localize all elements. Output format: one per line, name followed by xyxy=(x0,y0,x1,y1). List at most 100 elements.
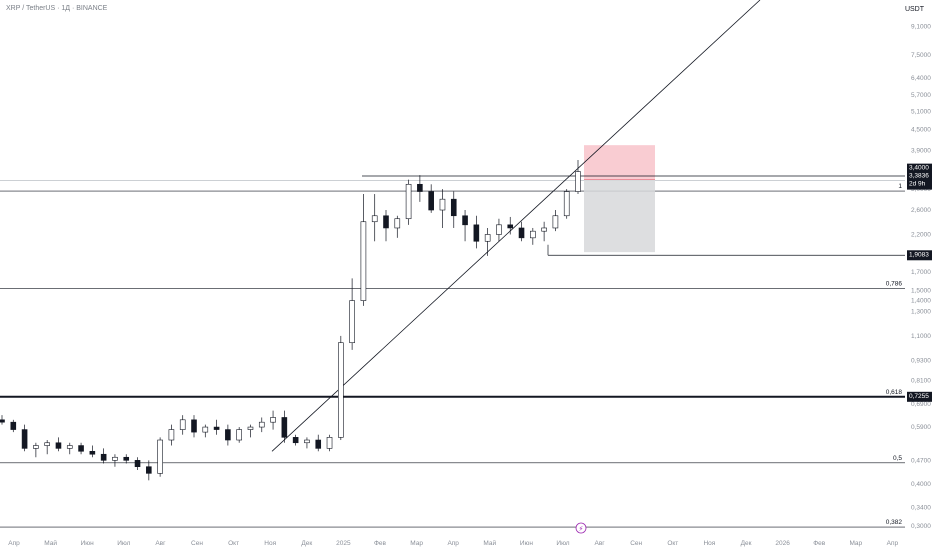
x-tick-label: Сен xyxy=(630,540,642,547)
candle-body xyxy=(462,215,468,226)
candle-body xyxy=(338,342,344,438)
candle-body xyxy=(473,224,480,242)
y-tick-label: 0,3000 xyxy=(911,523,931,530)
candle-body xyxy=(371,215,378,223)
candle-body xyxy=(21,429,28,449)
x-tick-label: Мар xyxy=(849,540,862,547)
support-price-tag-text: 1,9083 xyxy=(909,251,929,258)
x-tick-label: Дек xyxy=(741,540,752,547)
current-price-tag-text: 3,4000 xyxy=(909,165,929,172)
candle-body xyxy=(496,224,502,235)
candle-body xyxy=(168,429,175,441)
candle-body xyxy=(202,426,209,433)
price-axis[interactable]: 9,1000 7,5000 6,4000 5,7000 5,1000 4,5000 3,90… xyxy=(911,24,931,530)
target-zone xyxy=(584,179,655,253)
candle-body xyxy=(417,183,423,192)
y-tick-label: 2,6000 xyxy=(911,207,931,214)
candle-body xyxy=(292,437,299,444)
event-marker-icon xyxy=(575,522,587,534)
candles xyxy=(0,159,581,481)
x-tick-label: Апр xyxy=(8,540,20,547)
y-tick-label: 1,7000 xyxy=(911,269,931,276)
candle-body xyxy=(541,227,547,232)
candle-body xyxy=(507,224,514,229)
candle-body xyxy=(100,453,107,461)
candle-body xyxy=(405,183,412,220)
x-tick-label: Дек xyxy=(301,540,312,547)
y-tick-label: 5,1000 xyxy=(911,108,931,115)
candle-body xyxy=(134,460,141,468)
y-tick-label: 6,4000 xyxy=(911,75,931,82)
y-tick-label: 0,9300 xyxy=(911,357,931,364)
candle-body xyxy=(428,191,434,211)
fib-label: 0,618 xyxy=(886,389,903,396)
candle-body xyxy=(360,221,367,301)
current-price-tag-text: 3,3836 xyxy=(909,173,929,180)
fib-label: 1 xyxy=(898,183,902,190)
y-tick-label: 0,8100 xyxy=(911,378,931,385)
candle-body xyxy=(281,417,288,438)
candle-body xyxy=(349,300,355,344)
x-tick-label: Фев xyxy=(374,540,387,547)
position-tool[interactable] xyxy=(584,145,655,253)
stop-zone xyxy=(584,145,655,180)
candle-body xyxy=(450,198,457,217)
x-tick-label: Мар xyxy=(410,540,423,547)
candle-body xyxy=(575,171,581,192)
fib-price-tag-bg xyxy=(907,391,932,402)
y-tick-label: 7,5000 xyxy=(911,52,931,59)
candle-body xyxy=(326,437,333,449)
candle-body xyxy=(394,218,401,229)
y-tick-label: 2,2000 xyxy=(911,231,931,238)
candle-body xyxy=(563,191,570,217)
x-tick-label: Авг xyxy=(595,540,606,547)
fib-price-tag-text: 0,7255 xyxy=(909,393,929,400)
x-tick-label: Июл xyxy=(556,540,569,547)
current-price-tag-bg xyxy=(907,163,932,190)
fib-label: 0,5 xyxy=(893,455,902,462)
x-tick-label: Ноя xyxy=(264,540,276,547)
candle-body xyxy=(89,450,96,455)
candle-body xyxy=(552,215,559,229)
candle-body xyxy=(55,442,62,449)
currency-label: USDT xyxy=(904,6,924,13)
y-tick-label: 0,6900 xyxy=(911,401,931,408)
candle-body xyxy=(270,417,276,423)
support-price-tag-bg xyxy=(907,250,932,261)
trend-lines[interactable] xyxy=(271,0,905,452)
x-tick-label: Окт xyxy=(667,540,678,547)
x-tick-label: Фев xyxy=(813,540,826,547)
candle-body xyxy=(157,439,163,474)
x-tick-label: Ноя xyxy=(703,540,715,547)
x-tick-label: Июл xyxy=(117,540,130,547)
x-tick-label: Сен xyxy=(191,540,203,547)
candle-body xyxy=(146,466,152,474)
fib-levels: 1 0,786 0,618 0,5 0,382 xyxy=(0,180,905,528)
current-price-tag-text: 2d 9h xyxy=(909,181,926,188)
y-tick-label: 1,5000 xyxy=(911,288,931,295)
uptrend-line xyxy=(271,0,761,452)
time-axis[interactable]: Апр Май Июн Июл Авг Сен Окт Ноя Дек 2025 Фев Мар Апр… xyxy=(8,539,898,547)
y-tick-label: 0,4700 xyxy=(911,457,931,464)
y-tick-label: 0,3400 xyxy=(911,505,931,512)
y-tick-label: 9,1000 xyxy=(911,24,931,31)
x-tick-label: Май xyxy=(483,539,496,547)
candle-body xyxy=(213,426,220,430)
candle-body xyxy=(439,198,446,211)
candle-body xyxy=(179,419,186,430)
candle-body xyxy=(44,442,50,446)
candle-body xyxy=(33,445,39,449)
x-tick-label: Июн xyxy=(520,540,534,547)
candle-body xyxy=(78,445,84,452)
candle-body xyxy=(247,426,254,430)
y-tick-label: 0,5900 xyxy=(911,424,931,431)
y-tick-label: 4,5000 xyxy=(911,127,931,134)
symbol-header: XRP / TetherUS · 1Д · BINANCE xyxy=(6,5,108,12)
candle-body xyxy=(0,419,5,423)
y-tick-label: 1,3000 xyxy=(911,308,931,315)
x-tick-label: 2025 xyxy=(336,540,351,547)
y-tick-label: 3,9000 xyxy=(911,148,931,155)
candle-body xyxy=(112,456,118,461)
